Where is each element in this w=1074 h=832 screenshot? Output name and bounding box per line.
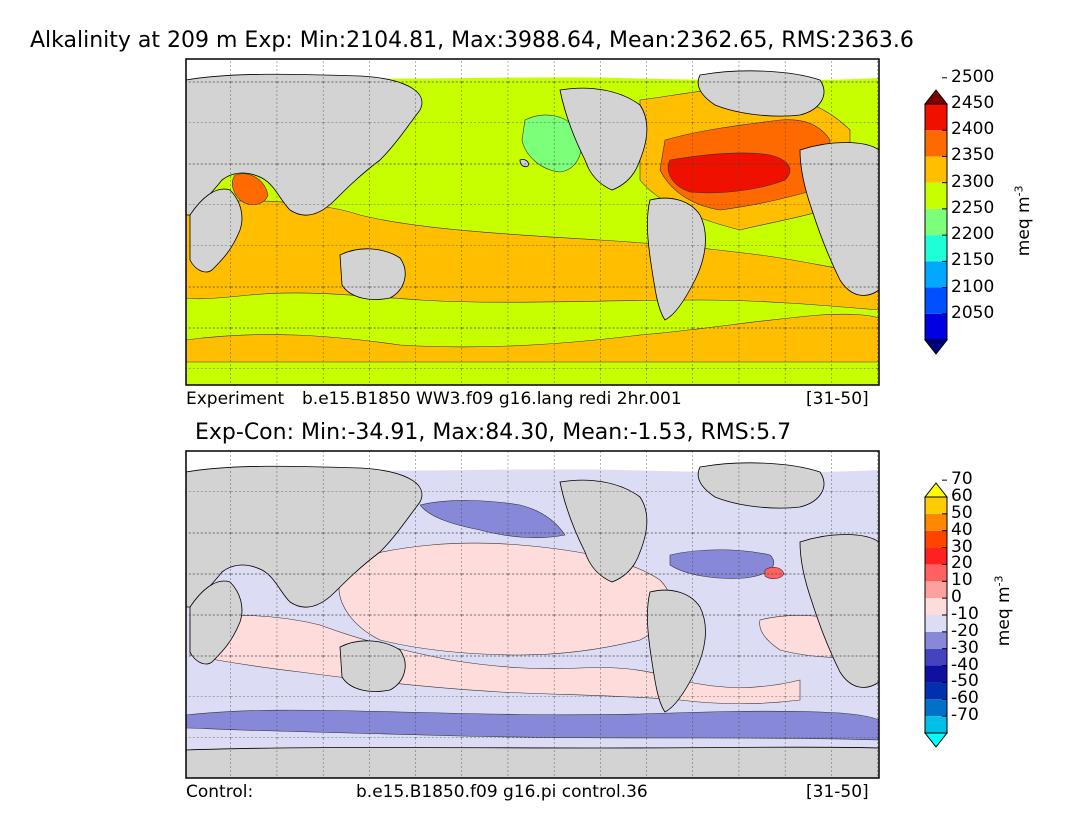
top-colorbar-tick-label: 2450 — [951, 93, 995, 113]
bottom-colorbar-band — [925, 682, 947, 700]
bottom-colorbar-tick-label: -30 — [951, 637, 979, 658]
top-colorbar-tick-label: 2200 — [951, 224, 995, 245]
top-chart-title: Alkalinity at 209 m Exp: Min:2104.81, Ma… — [30, 28, 914, 53]
top-footer-center: b.e15.B1850 WW3.f09 g16.lang redi 2hr.00… — [302, 389, 682, 409]
top-colorbar — [923, 77, 949, 355]
bottom-map-grid — [186, 451, 879, 778]
top-colorbar-tick-label: 2400 — [951, 119, 995, 140]
bottom-chart-title: Exp-Con: Min:-34.91, Max:84.30, Mean:-1.… — [195, 420, 792, 445]
bottom-colorbar — [923, 479, 949, 748]
bottom-colorbar-band — [925, 564, 947, 582]
top-colorbar-band — [925, 182, 947, 209]
top-colorbar-tick-label: 2300 — [951, 171, 995, 192]
bottom-colorbar-tick-label: -50 — [951, 671, 979, 692]
bottom-colorbar-band — [925, 547, 947, 565]
bottom-colorbar-band — [925, 648, 947, 666]
bottom-colorbar-tick-label: 20 — [951, 553, 973, 574]
bottom-colorbar-band — [925, 665, 947, 683]
top-map-frame — [185, 58, 880, 386]
top-colorbar-frame — [924, 103, 948, 341]
top-colorbar-tick-label: 2250 — [951, 197, 995, 218]
bottom-map-frame — [185, 450, 880, 779]
bottom-colorbar-band — [925, 530, 947, 548]
bottom-colorbar-band — [925, 513, 947, 531]
bottom-colorbar-tick-label: 50 — [951, 502, 973, 523]
top-colorbar-tick-label: 2050 — [951, 302, 995, 323]
top-map — [185, 58, 880, 386]
top-colorbar-tick-label: 2100 — [951, 276, 995, 297]
bottom-colorbar-band — [925, 631, 947, 649]
bottom-colorbar-band — [925, 598, 947, 615]
bottom-colorbar-tick-label: 60 — [951, 486, 973, 506]
top-colorbar-tick-label: 2150 — [951, 250, 995, 271]
bottom-map — [185, 450, 880, 779]
top-colorbar-band — [925, 313, 947, 340]
top-colorbar-extend-min — [923, 339, 949, 355]
top-colorbar-tick-label: 2350 — [951, 145, 995, 166]
bottom-colorbar-band — [925, 615, 947, 632]
bottom-colorbar-extend-min — [923, 732, 949, 748]
bottom-footer-left: Control: — [186, 782, 254, 802]
bottom-colorbar-band — [925, 581, 947, 599]
bottom-colorbar-tick-label: -20 — [951, 620, 979, 641]
bottom-colorbar-band — [925, 497, 947, 514]
bottom-footer-right: [31-50] — [806, 782, 869, 802]
bottom-colorbar-tick-label: -60 — [951, 688, 979, 709]
top-colorbar-tick-label: 2500 — [951, 66, 995, 87]
bottom-colorbar-tick-label: 0 — [951, 587, 962, 608]
bottom-footer-center: b.e15.B1850.f09 g16.pi control.36 — [356, 782, 648, 802]
bottom-colorbar-tick-label: 30 — [951, 536, 973, 557]
top-colorbar-band — [925, 261, 947, 288]
top-colorbar-band — [925, 130, 947, 157]
bottom-colorbar-band — [925, 716, 947, 733]
bottom-colorbar-tick-label: -40 — [951, 654, 979, 675]
top-colorbar-band — [925, 235, 947, 262]
top-map-grid — [186, 59, 879, 385]
bottom-colorbar-tick-label: 10 — [951, 570, 973, 591]
bottom-colorbar-tick-label: 40 — [951, 519, 973, 540]
top-colorbar-band — [925, 287, 947, 314]
bottom-colorbar-extend-max — [923, 482, 949, 498]
top-colorbar-band — [925, 208, 947, 236]
top-footer-right: [31-50] — [806, 389, 869, 409]
top-colorbar-extend-max — [923, 89, 949, 105]
bottom-colorbar-tick-label: 70 — [951, 469, 973, 490]
top-colorbar-band — [925, 104, 947, 131]
bottom-colorbar-tick-label: -70 — [951, 705, 979, 726]
bottom-colorbar-tick-label: -10 — [951, 604, 979, 624]
top-footer-left: Experiment — [186, 389, 285, 409]
top-colorbar-band — [925, 156, 947, 183]
bottom-colorbar-band — [925, 699, 947, 717]
